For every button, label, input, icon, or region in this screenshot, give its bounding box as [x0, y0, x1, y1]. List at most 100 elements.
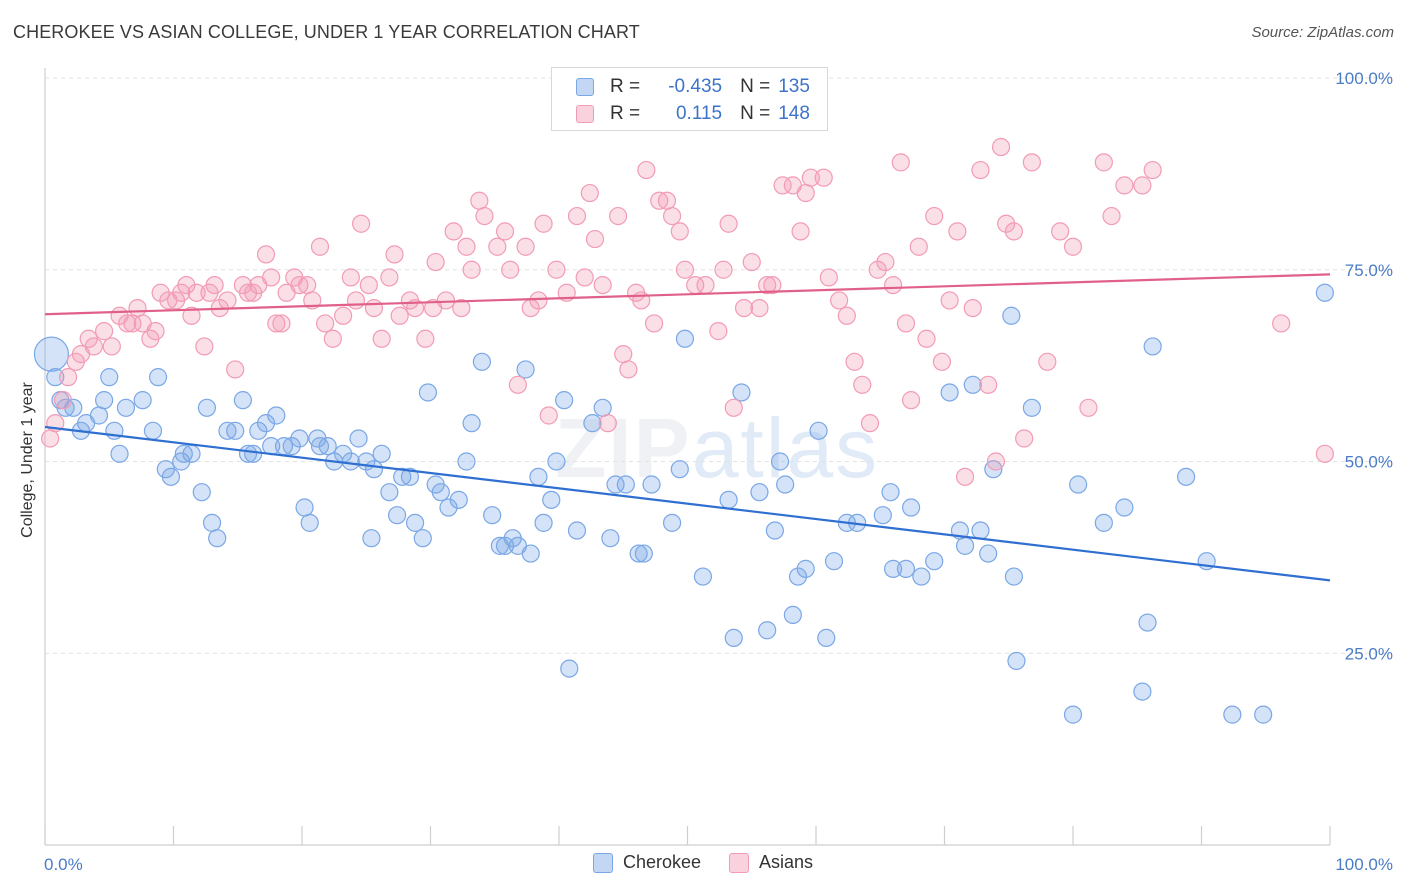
- legend-swatch-asians: [576, 105, 594, 123]
- source-label: Source: ZipAtlas.com: [1251, 24, 1394, 41]
- point-cherokee: [724, 628, 743, 648]
- point-cherokee: [529, 467, 548, 486]
- point-asians: [614, 345, 633, 364]
- point-cherokee: [796, 559, 815, 578]
- point-asians: [567, 206, 587, 226]
- y-tick-label: 50.0%: [1345, 453, 1393, 472]
- point-cherokee: [1315, 283, 1334, 302]
- point-asians: [310, 237, 330, 256]
- point-asians: [177, 275, 196, 295]
- point-asians: [59, 368, 78, 387]
- point-cherokee: [400, 467, 420, 486]
- point-cherokee: [593, 398, 612, 417]
- point-asians: [986, 452, 1006, 471]
- point-asians: [1079, 398, 1098, 417]
- point-cherokee: [143, 421, 163, 440]
- point-cherokee: [1223, 705, 1242, 724]
- legend-item-asians[interactable]: Asians: [729, 852, 813, 873]
- point-cherokee: [449, 490, 468, 509]
- point-cherokee: [46, 368, 65, 387]
- watermark-atlas: atlas: [691, 401, 880, 495]
- point-cherokee: [393, 467, 412, 486]
- point-asians: [102, 337, 121, 356]
- legend-r-value: -0.435: [668, 76, 723, 97]
- trend-line-asians: [44, 273, 1331, 316]
- point-asians: [298, 275, 317, 295]
- point-cherokee: [249, 421, 268, 440]
- point-asians: [593, 275, 612, 295]
- point-asians: [462, 260, 481, 279]
- point-asians: [860, 414, 880, 433]
- point-cherokee: [364, 460, 384, 479]
- point-cherokee: [534, 513, 553, 532]
- point-cherokee: [33, 336, 70, 372]
- point-cherokee: [472, 352, 491, 371]
- point-asians: [876, 252, 895, 272]
- legend-r-value: 0.115: [675, 103, 723, 124]
- legend-label-cherokee: Cherokee: [622, 852, 701, 872]
- point-asians: [146, 322, 165, 341]
- point-asians: [940, 291, 959, 310]
- point-asians: [290, 275, 309, 295]
- point-asians: [1015, 429, 1034, 448]
- point-asians: [1133, 176, 1152, 195]
- point-cherokee: [457, 452, 476, 471]
- point-asians: [385, 245, 404, 264]
- point-asians: [470, 191, 489, 210]
- point-asians: [539, 406, 558, 425]
- point-cherokee: [192, 483, 211, 502]
- point-cherokee: [901, 498, 921, 517]
- series-cherokee-points: [33, 283, 1334, 724]
- point-cherokee: [100, 368, 119, 387]
- point-asians: [182, 306, 201, 325]
- point-cherokee: [912, 567, 931, 586]
- point-asians: [837, 306, 856, 325]
- point-asians: [1102, 206, 1121, 226]
- point-asians: [796, 183, 815, 203]
- point-asians: [1143, 160, 1162, 180]
- point-cherokee: [1022, 398, 1041, 417]
- legend-row-asians: R = 0.115 N = 148: [576, 102, 810, 126]
- point-cherokee: [1115, 498, 1134, 517]
- point-cherokee: [1138, 613, 1157, 632]
- point-asians: [84, 337, 103, 356]
- point-asians: [814, 168, 833, 187]
- point-cherokee: [244, 444, 263, 463]
- point-cherokee: [1176, 467, 1196, 486]
- point-asians: [963, 299, 982, 318]
- point-cherokee: [1007, 651, 1026, 671]
- point-cherokee: [824, 552, 844, 571]
- point-asians: [334, 306, 353, 325]
- point-asians: [256, 245, 276, 264]
- legend-n-value: 135: [778, 76, 810, 97]
- point-cherokee: [483, 506, 502, 525]
- point-asians: [53, 391, 73, 410]
- point-cherokee: [387, 506, 407, 525]
- point-cherokee: [770, 452, 790, 471]
- x-tick-label: 0.0%: [44, 855, 83, 874]
- point-asians: [714, 260, 733, 279]
- point-cherokee: [295, 498, 314, 517]
- point-cherokee: [776, 475, 795, 494]
- point-asians: [272, 314, 291, 333]
- point-cherokee: [256, 414, 276, 433]
- point-asians: [534, 214, 553, 233]
- point-cherokee: [963, 375, 982, 394]
- point-cherokee: [940, 383, 959, 402]
- point-asians: [262, 268, 281, 287]
- point-cherokee: [1254, 705, 1273, 724]
- point-asians: [380, 268, 399, 287]
- point-asians: [316, 314, 335, 333]
- point-cherokee: [462, 414, 481, 433]
- point-cherokee: [765, 521, 784, 540]
- point-cherokee: [555, 391, 574, 410]
- point-asians: [758, 275, 777, 295]
- legend-item-cherokee[interactable]: Cherokee: [592, 852, 701, 873]
- point-cherokee: [372, 444, 391, 463]
- series-legend: Cherokee Asians: [0, 852, 1406, 873]
- point-asians: [773, 176, 792, 195]
- point-asians: [436, 291, 456, 310]
- point-asians: [709, 322, 728, 341]
- point-cherokee: [405, 513, 425, 532]
- point-asians: [1315, 444, 1334, 463]
